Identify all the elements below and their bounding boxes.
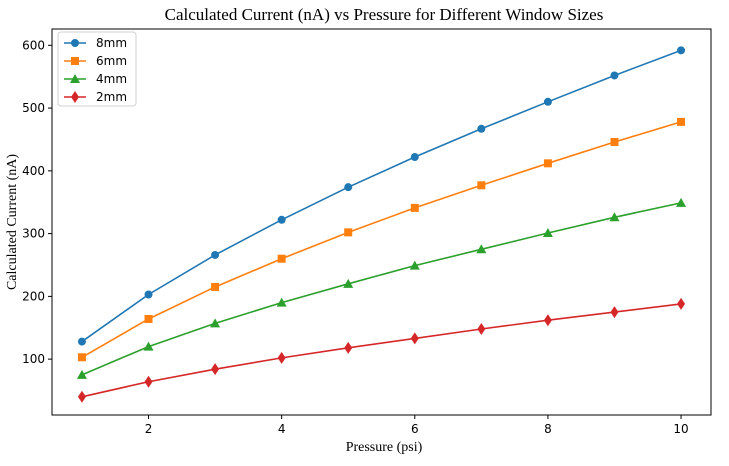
- series-6mm: [77, 117, 686, 362]
- data-point: [610, 137, 619, 146]
- data-point: [610, 71, 619, 80]
- data-point: [477, 181, 486, 190]
- legend-item-8mm: 8mm: [64, 36, 127, 50]
- data-point: [144, 375, 153, 388]
- data-point: [543, 97, 552, 106]
- data-point: [543, 159, 552, 168]
- data-point: [277, 254, 286, 263]
- data-point: [277, 215, 286, 224]
- legend-marker: [71, 91, 79, 103]
- y-axis: 100 200 300 400 500 600: [22, 38, 52, 366]
- x-tick-label: 2: [145, 422, 153, 436]
- data-point: [77, 390, 86, 403]
- data-point: [543, 314, 552, 327]
- data-point: [210, 318, 221, 328]
- data-point: [277, 351, 286, 364]
- x-axis: 2 4 6 8 10: [145, 415, 689, 436]
- legend-marker: [71, 57, 79, 65]
- data-point: [344, 341, 353, 354]
- legend-label: 4mm: [96, 72, 127, 86]
- data-point: [143, 341, 154, 351]
- y-axis-label: Calculated Current (nA): [5, 154, 20, 290]
- data-point: [477, 323, 486, 336]
- legend-item-4mm: 4mm: [64, 72, 127, 86]
- data-point: [144, 314, 153, 323]
- data-point: [542, 227, 553, 237]
- legend-box: [57, 31, 137, 107]
- plot-area: [51, 28, 712, 416]
- x-axis-label: Pressure (psi): [346, 440, 423, 455]
- data-point: [76, 369, 87, 379]
- data-point: [677, 46, 686, 55]
- legend-label: 2mm: [96, 90, 127, 104]
- data-point: [410, 332, 419, 345]
- x-tick-label: 10: [673, 422, 688, 436]
- series-line: [81, 202, 682, 376]
- x-tick-label: 4: [278, 422, 286, 436]
- x-tick-label: 6: [411, 422, 419, 436]
- legend-item-2mm: 2mm: [64, 90, 127, 104]
- legend-label: 6mm: [96, 54, 127, 68]
- x-tick-label: 8: [544, 422, 552, 436]
- data-point: [211, 282, 220, 291]
- legend: 8mm 6mm 4mm 2mm: [57, 31, 137, 107]
- data-point: [677, 117, 686, 126]
- series-layer: [76, 46, 687, 403]
- series-line: [81, 121, 682, 358]
- legend-item-6mm: 6mm: [64, 54, 127, 68]
- y-tick-label: 200: [22, 289, 45, 303]
- series-line: [81, 49, 682, 343]
- y-tick-label: 600: [22, 38, 45, 52]
- data-point: [211, 363, 220, 376]
- legend-marker: [71, 39, 79, 47]
- data-point: [409, 260, 420, 270]
- series-line: [81, 303, 682, 398]
- data-point: [477, 124, 486, 133]
- y-tick-label: 300: [22, 227, 45, 241]
- legend-marker: [70, 74, 80, 83]
- chart-title: Calculated Current (nA) vs Pressure for …: [165, 5, 604, 24]
- series-2mm: [77, 297, 686, 403]
- data-point: [343, 278, 354, 288]
- data-point: [476, 244, 487, 254]
- legend-label: 8mm: [96, 36, 127, 50]
- y-tick-label: 400: [22, 164, 45, 178]
- data-point: [344, 183, 353, 192]
- data-point: [609, 212, 620, 222]
- data-point: [676, 197, 687, 207]
- data-point: [77, 353, 86, 362]
- y-tick-label: 100: [22, 352, 45, 366]
- data-point: [211, 250, 220, 259]
- data-point: [410, 203, 419, 212]
- series-8mm: [77, 46, 686, 346]
- data-point: [677, 297, 686, 310]
- data-point: [410, 153, 419, 162]
- data-point: [144, 290, 153, 299]
- data-point: [610, 306, 619, 319]
- data-point: [344, 228, 353, 237]
- data-point: [276, 297, 287, 307]
- data-point: [77, 337, 86, 346]
- series-4mm: [76, 197, 687, 379]
- y-tick-label: 500: [22, 101, 45, 115]
